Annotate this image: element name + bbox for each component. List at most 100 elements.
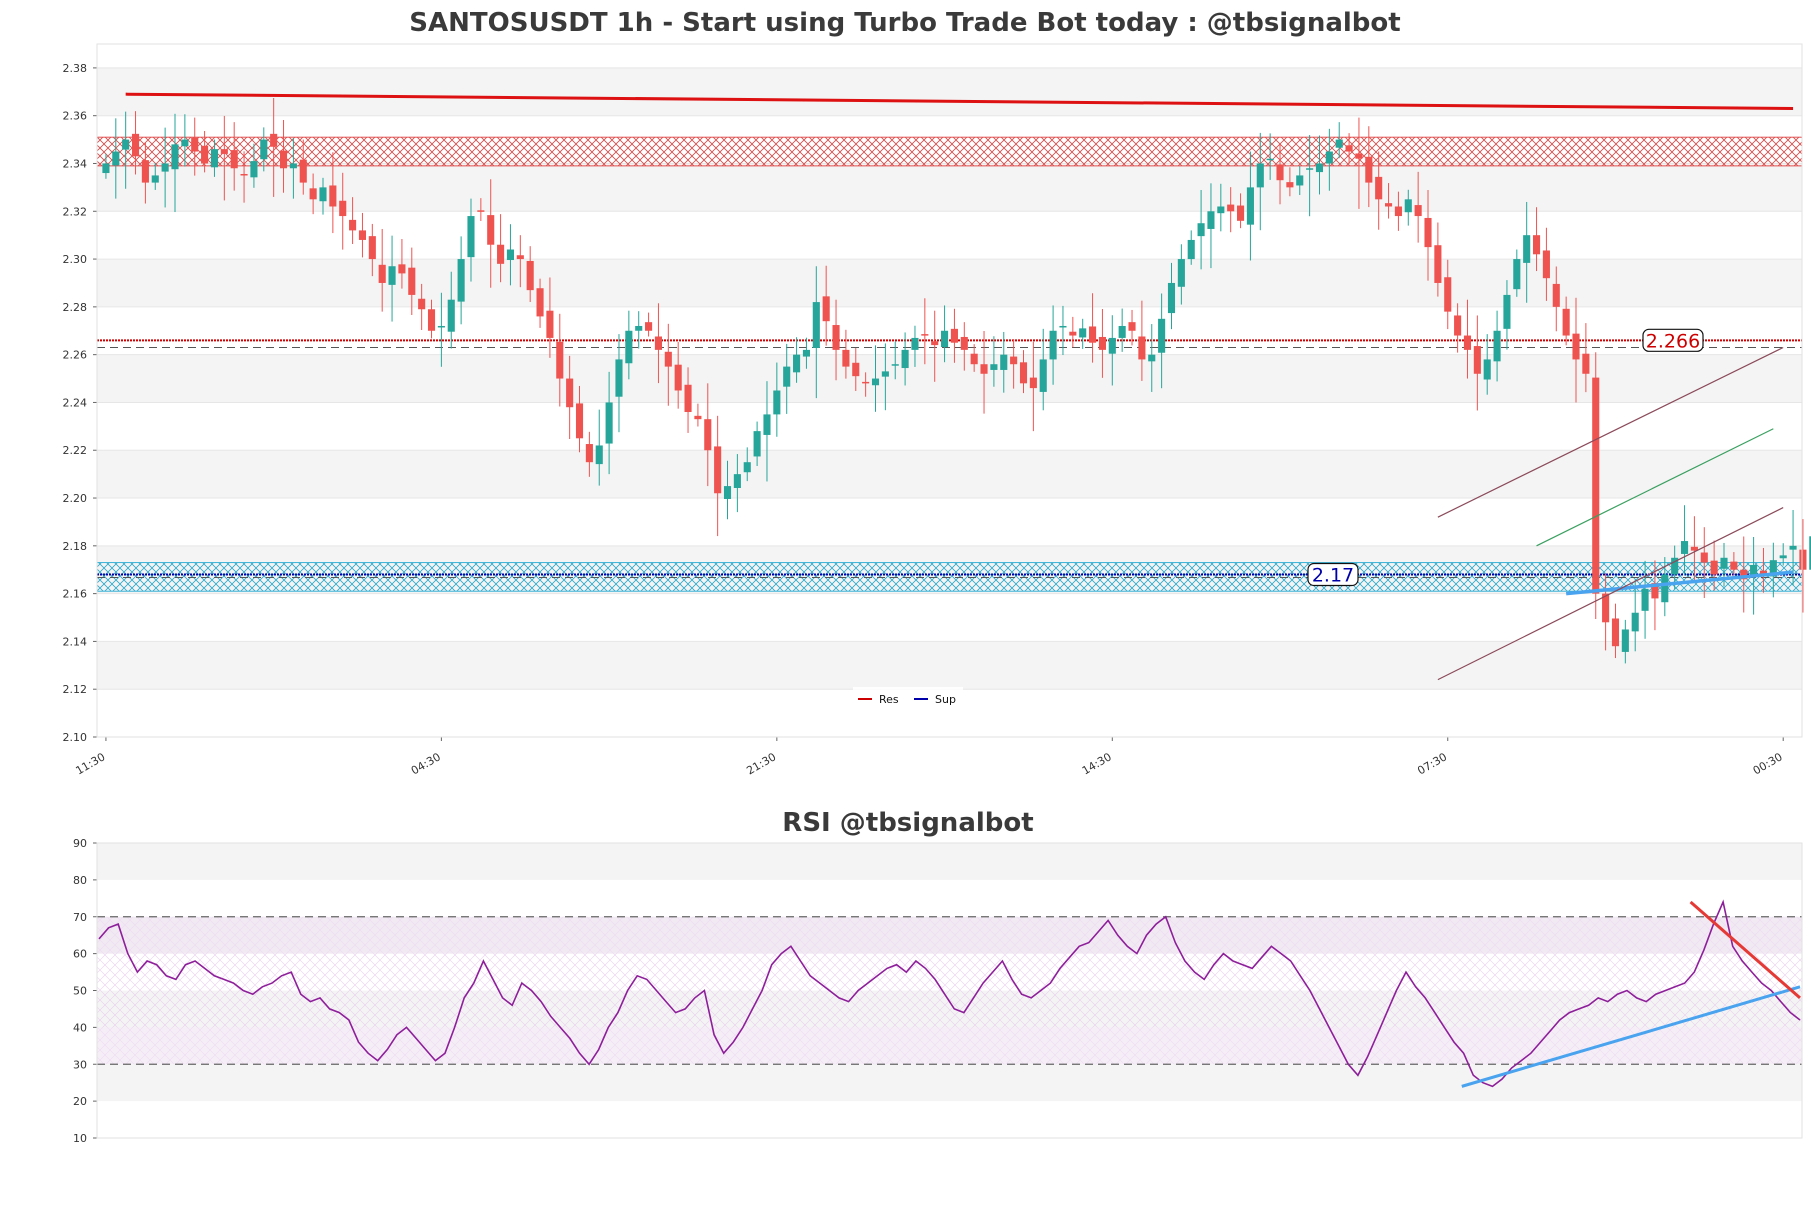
candle-body — [1671, 557, 1679, 575]
candle-body — [793, 354, 801, 373]
candle — [595, 409, 603, 486]
candle — [1098, 309, 1106, 378]
candle — [1602, 573, 1610, 651]
candle-body — [1197, 223, 1205, 237]
candle — [645, 312, 653, 337]
candle — [674, 341, 682, 409]
rsi-lower-band — [97, 1027, 1802, 1065]
candle — [773, 362, 781, 437]
candle-body — [773, 390, 781, 415]
candle-body — [822, 296, 830, 322]
candle-body — [1523, 235, 1531, 263]
candle-body — [704, 419, 712, 451]
candle — [1631, 579, 1639, 652]
candle-body — [1069, 331, 1077, 336]
price-tick-label: 2.28 — [63, 301, 88, 314]
candle — [881, 343, 889, 411]
candle — [763, 381, 771, 482]
candle-body — [1375, 176, 1383, 200]
candle-body — [102, 163, 110, 174]
candle — [1029, 341, 1037, 432]
candle-body — [467, 216, 475, 258]
candle — [1424, 190, 1432, 281]
candle-body — [714, 446, 722, 494]
price-tick-label: 2.26 — [63, 349, 88, 362]
candle — [1710, 540, 1718, 591]
candle-body — [1562, 308, 1570, 336]
candle — [102, 153, 110, 179]
candle — [556, 313, 564, 407]
candle-body — [950, 328, 958, 343]
candle-body — [437, 325, 445, 328]
candle-body — [1148, 354, 1156, 362]
candle — [1010, 339, 1018, 389]
candle-body — [1483, 359, 1491, 380]
candle — [1384, 183, 1393, 219]
candle-body — [1039, 359, 1047, 392]
candle — [1503, 280, 1511, 350]
candle — [1355, 117, 1363, 209]
candle-body — [191, 137, 199, 152]
candle-body — [1720, 557, 1728, 569]
candle-body — [1217, 206, 1225, 214]
candle — [1523, 201, 1531, 303]
rsi-tick-label: 60 — [73, 948, 87, 961]
candle — [141, 142, 149, 204]
candle-body — [595, 445, 603, 465]
main-title: SANTOSUSDT 1h - Start using Turbo Trade … — [409, 8, 1400, 38]
candle-body — [526, 260, 534, 291]
candle-body — [1345, 145, 1353, 152]
candle-body — [625, 330, 633, 364]
rsi-tick-label: 30 — [73, 1058, 87, 1071]
candle-body — [802, 349, 810, 357]
candle-body — [141, 160, 149, 183]
candle-body — [1473, 346, 1481, 374]
candle-body — [1513, 259, 1521, 290]
candle — [1217, 183, 1225, 232]
price-tick-label: 2.24 — [63, 396, 88, 409]
candle — [1266, 133, 1274, 180]
candle — [506, 224, 515, 286]
candle — [1404, 189, 1412, 226]
candle-body — [980, 364, 988, 374]
candle — [625, 310, 633, 380]
time-tick-label: 11:30 — [73, 750, 107, 777]
candle — [427, 299, 436, 339]
candle-body — [1355, 153, 1363, 159]
resistance-trend-line — [125, 92, 1794, 111]
candle — [733, 454, 741, 513]
candle-body — [1661, 574, 1669, 603]
candle — [852, 347, 860, 391]
candle — [1582, 323, 1590, 393]
candle — [1167, 262, 1176, 330]
price-tick-label: 2.10 — [63, 731, 88, 744]
candle — [664, 323, 672, 406]
candle — [1345, 133, 1353, 164]
candle-body — [1384, 203, 1393, 207]
candle — [1434, 222, 1442, 297]
candle-body — [289, 163, 297, 169]
candle-body — [1256, 163, 1264, 188]
candle-body — [605, 402, 613, 444]
candle — [181, 114, 189, 167]
candle — [1493, 310, 1501, 382]
candle — [349, 197, 357, 245]
candle-body — [1394, 206, 1402, 217]
candle — [1621, 619, 1629, 664]
candle-body — [812, 302, 820, 348]
rsi-resistance-trend-line — [1689, 900, 1801, 1000]
candle — [1572, 297, 1580, 403]
candle — [941, 305, 949, 363]
rsi-grid-band — [97, 843, 1802, 880]
candle — [1138, 300, 1146, 381]
candle-body — [556, 341, 564, 379]
candle-body — [349, 219, 357, 231]
candle-body — [487, 215, 495, 245]
candle — [1562, 296, 1570, 346]
candle — [1089, 293, 1097, 363]
grid-band — [97, 67, 1802, 116]
candle-body — [1019, 362, 1028, 384]
candle — [279, 119, 288, 193]
candle-body — [260, 139, 268, 160]
